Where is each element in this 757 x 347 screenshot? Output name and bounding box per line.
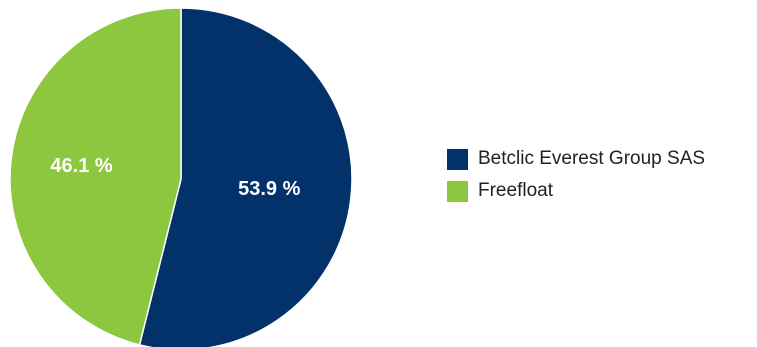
legend-item-betclic: Betclic Everest Group SAS <box>447 148 705 170</box>
legend-swatch-betclic <box>447 148 468 170</box>
legend: Betclic Everest Group SAS Freefloat <box>447 148 705 202</box>
legend-label-freefloat: Freefloat <box>478 180 553 201</box>
slice-label-betclic: 53.9 % <box>238 178 300 200</box>
legend-label-betclic: Betclic Everest Group SAS <box>478 148 706 169</box>
pie-plot: 53.9 % 46.1 % <box>9 7 353 347</box>
legend-swatch-freefloat <box>447 180 468 202</box>
pie-slice-freefloat <box>9 7 182 346</box>
slice-label-freefloat: 46.1 % <box>50 155 112 177</box>
legend-item-freefloat: Freefloat <box>447 180 705 202</box>
pie-slice-betclic <box>138 7 353 347</box>
